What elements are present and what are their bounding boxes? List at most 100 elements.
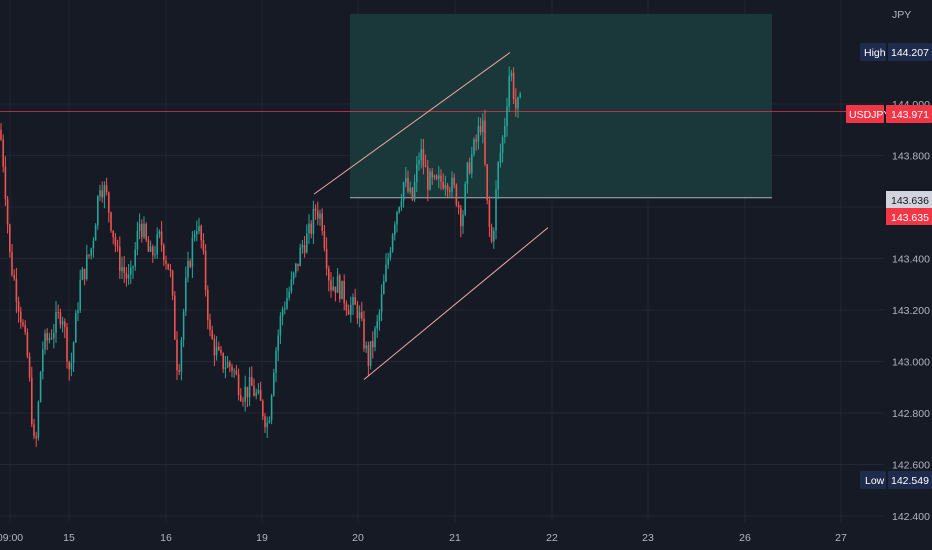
candle-body: [319, 213, 321, 219]
candle-body: [176, 339, 178, 371]
candle-body: [185, 277, 187, 312]
candle-body: [264, 416, 266, 428]
candle-body: [55, 312, 57, 333]
candle-body: [37, 402, 40, 438]
candle-body: [486, 164, 488, 201]
symbol-label: USDJPY: [849, 109, 890, 121]
candle-body: [438, 175, 440, 179]
candle-body: [424, 165, 427, 168]
candle-body: [277, 335, 279, 351]
candle-body: [66, 327, 68, 362]
candle-body: [125, 272, 128, 279]
candle-body: [290, 279, 293, 292]
candle-body: [363, 318, 365, 349]
candle-body: [266, 422, 268, 428]
candle-body: [497, 162, 499, 190]
candle-body: [50, 337, 53, 339]
candle-body: [191, 237, 194, 267]
candle-body: [352, 297, 354, 305]
marker-value: 143.635: [891, 212, 929, 224]
candle-body: [255, 392, 257, 396]
candle-body: [121, 267, 123, 272]
price-tick-label: 143.000: [892, 357, 930, 369]
candle-body: [273, 372, 275, 396]
candle-body: [358, 312, 361, 319]
candle-body: [409, 187, 411, 192]
candle-body: [70, 362, 73, 370]
candle-body: [341, 280, 343, 300]
candle-body: [198, 226, 200, 232]
candle-body: [361, 312, 363, 319]
candle-body: [488, 200, 491, 228]
candle-body: [147, 239, 150, 252]
candle-body: [246, 386, 249, 398]
candle-body: [431, 171, 433, 178]
candle-body: [61, 321, 64, 325]
current-price-value: 143.971: [891, 109, 929, 121]
candle-body: [288, 291, 290, 299]
candle-body: [345, 303, 348, 311]
low-label-name: Low: [865, 475, 885, 487]
candle-body: [4, 166, 7, 200]
candle-body: [515, 99, 517, 109]
candle-body: [81, 268, 84, 280]
candle-body: [90, 248, 92, 256]
candle-body: [112, 230, 114, 238]
candle-body: [275, 350, 277, 373]
time-tick-label: 23: [642, 532, 654, 544]
low-label-value: 142.549: [891, 475, 929, 487]
candle-body: [499, 152, 502, 163]
candle-body: [411, 187, 414, 200]
candle-body: [446, 185, 449, 191]
candle-body: [416, 164, 418, 182]
time-tick-label: 21: [449, 532, 461, 544]
channel-lower-trendline[interactable]: [363, 227, 549, 380]
candle-body: [334, 286, 337, 293]
candle-body: [455, 184, 458, 205]
price-axis-background[interactable]: [884, 0, 932, 550]
candle-body: [218, 346, 220, 350]
candle-body: [108, 192, 110, 213]
candle-body: [215, 346, 218, 356]
candle-body: [279, 316, 282, 336]
candle-body: [413, 181, 416, 200]
candle-body: [220, 349, 222, 353]
candle-body: [39, 371, 42, 403]
time-tick-label: 26: [739, 532, 751, 544]
candle-body: [97, 196, 99, 226]
candle-body: [240, 395, 242, 401]
candle-body: [376, 321, 378, 329]
candle-body: [405, 177, 407, 183]
channel-upper-trendline[interactable]: [313, 52, 511, 195]
candle-body: [268, 420, 271, 423]
candle-body: [143, 223, 145, 238]
time-tick-label: 19: [256, 532, 268, 544]
target-zone[interactable]: [350, 13, 772, 198]
candle-body: [77, 310, 79, 313]
candle-body: [154, 254, 156, 256]
candle-body: [350, 304, 352, 315]
candle-body: [110, 212, 112, 231]
candle-body: [328, 268, 330, 281]
candle-body: [292, 272, 295, 280]
grid-lines: [0, 0, 884, 522]
candle-body: [130, 267, 132, 275]
candle-body: [314, 208, 317, 211]
candle-body: [35, 436, 37, 438]
candle-body: [119, 246, 121, 272]
candle-body: [165, 260, 167, 264]
candle-body: [235, 370, 238, 375]
candle-body: [482, 120, 484, 133]
price-tick-label: 143.200: [892, 305, 930, 317]
candle-body: [281, 309, 284, 317]
candle-body: [229, 362, 231, 367]
candle-body: [123, 267, 125, 273]
candle-body: [400, 200, 403, 208]
candle-body: [367, 345, 370, 366]
candle-body: [484, 120, 486, 165]
candle-body: [451, 177, 453, 192]
candle-body: [396, 211, 398, 225]
candle-body: [407, 177, 409, 192]
candle-body: [169, 269, 172, 271]
